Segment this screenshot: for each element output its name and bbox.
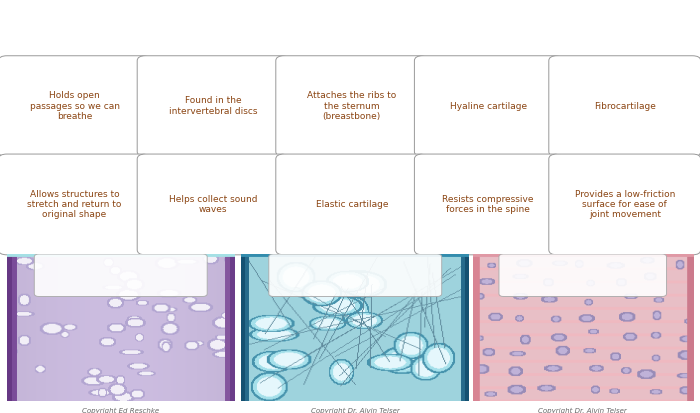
- Text: Copyright Ed Reschke: Copyright Ed Reschke: [82, 408, 160, 413]
- Text: Found in the
intervertebral discs: Found in the intervertebral discs: [169, 97, 258, 116]
- FancyBboxPatch shape: [0, 56, 150, 157]
- Text: Hyaline cartilage: Hyaline cartilage: [449, 102, 527, 111]
- Text: Elastic cartilage: Elastic cartilage: [316, 200, 388, 209]
- Text: Resists compressive
forces in the spine: Resists compressive forces in the spine: [442, 195, 534, 214]
- Text: Fibrocartilage: Fibrocartilage: [594, 102, 656, 111]
- Text: Copyright Dr. Alvin Telser: Copyright Dr. Alvin Telser: [311, 408, 400, 413]
- Text: Holds open
passages so we can
breathe: Holds open passages so we can breathe: [29, 91, 120, 121]
- FancyBboxPatch shape: [137, 154, 289, 255]
- FancyBboxPatch shape: [414, 56, 562, 157]
- Text: Attaches the ribs to
the sternum
(breastbone): Attaches the ribs to the sternum (breast…: [307, 91, 396, 121]
- FancyBboxPatch shape: [549, 56, 700, 157]
- FancyBboxPatch shape: [137, 56, 289, 157]
- FancyBboxPatch shape: [549, 154, 700, 255]
- Text: Allows structures to
stretch and return to
original shape: Allows structures to stretch and return …: [27, 190, 122, 219]
- Text: Helps collect sound
waves: Helps collect sound waves: [169, 195, 258, 214]
- Text: Provides a low-friction
surface for ease of
joint movement: Provides a low-friction surface for ease…: [575, 190, 675, 219]
- FancyBboxPatch shape: [276, 154, 428, 255]
- FancyBboxPatch shape: [414, 154, 562, 255]
- FancyBboxPatch shape: [276, 56, 428, 157]
- Text: Copyright Dr. Alvin Telser: Copyright Dr. Alvin Telser: [538, 408, 627, 413]
- FancyBboxPatch shape: [0, 154, 150, 255]
